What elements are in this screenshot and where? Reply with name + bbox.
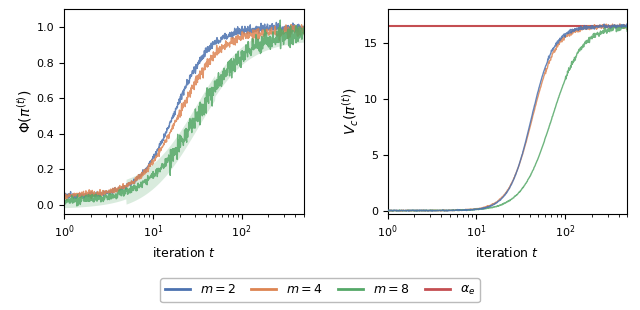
X-axis label: iteration $t$: iteration $t$ bbox=[476, 246, 540, 260]
Y-axis label: $V_c(\pi^{(t)})$: $V_c(\pi^{(t)})$ bbox=[340, 88, 361, 135]
Legend: $m = 2$, $m = 4$, $m = 8$, $\alpha_e$: $m = 2$, $m = 4$, $m = 8$, $\alpha_e$ bbox=[160, 278, 480, 302]
X-axis label: iteration $t$: iteration $t$ bbox=[152, 246, 216, 260]
Y-axis label: $\Phi(\pi^{(t)})$: $\Phi(\pi^{(t)})$ bbox=[15, 90, 34, 133]
